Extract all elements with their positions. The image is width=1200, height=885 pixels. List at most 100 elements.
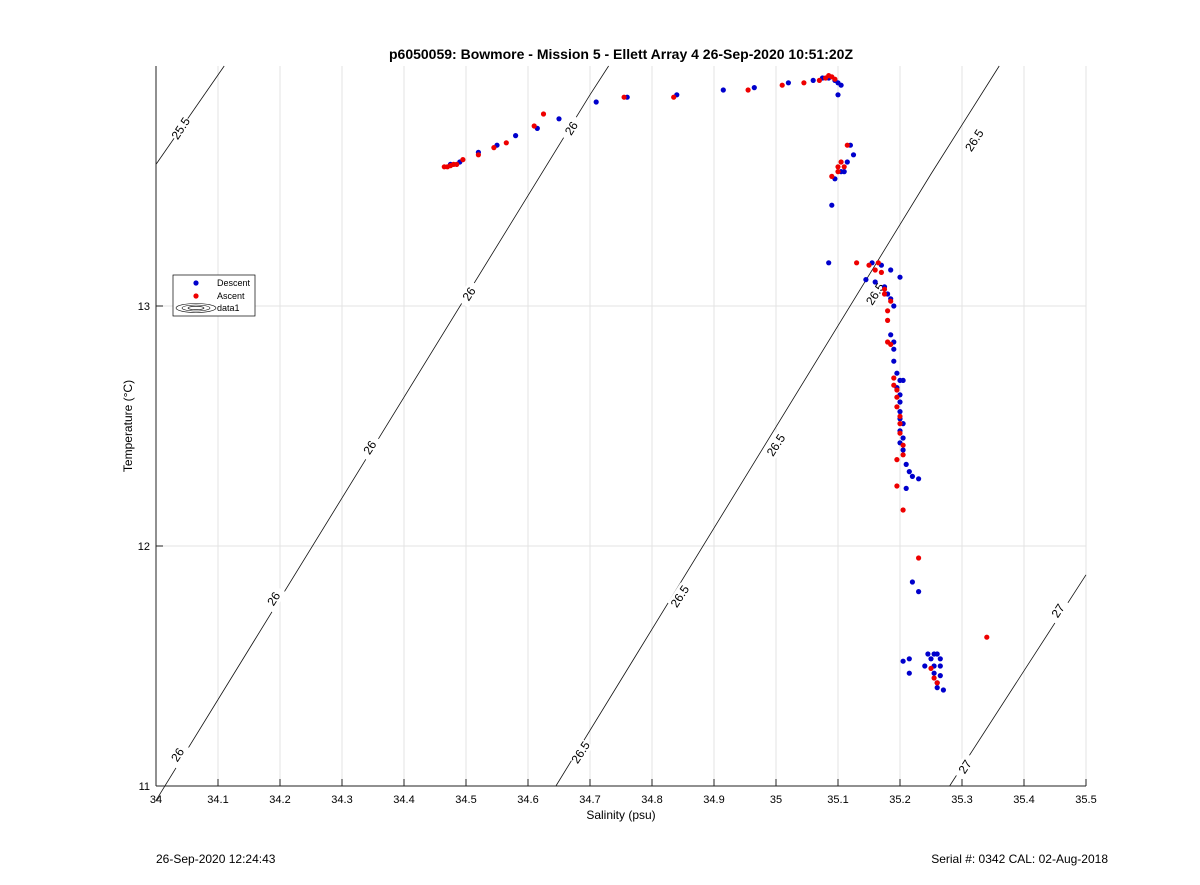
ascent-point [891,375,897,381]
descent-point [593,99,599,105]
ascent-point [916,555,922,561]
ascent-point [866,262,872,268]
ascent-point [894,404,900,410]
descent-point [934,651,940,657]
legend-ascent-label: Ascent [217,291,245,301]
descent-point [835,92,841,98]
x-tick-label: 35.1 [827,794,848,806]
x-tick-label: 34.6 [517,794,538,806]
ascent-point [900,452,906,458]
descent-point [897,274,903,280]
y-tick-label: 11 [139,781,150,793]
descent-point [906,670,912,676]
ascent-point [888,298,894,304]
ascent-point [928,665,934,672]
ascent-point [491,145,497,151]
ascent-point [475,152,481,158]
x-tick-label: 34.9 [703,794,724,806]
ascent-point [888,341,894,347]
descent-point [556,116,562,122]
contour-label-bg [165,740,191,769]
descent-point [937,663,943,669]
ascent-point [885,317,891,323]
descent-point [829,202,835,208]
descent-point [841,169,847,175]
x-tick-label: 34 [150,794,162,806]
axes: 34 34.1 34.2 34.3 34.4 34.5 34.6 34.7 34.8 34.9 35… [138,66,1097,806]
descent-point [934,685,940,691]
descent-point [850,152,857,158]
descent-point [897,399,903,405]
ascent-point [900,442,906,448]
ascent-point [881,291,888,297]
ascent-point [835,169,841,175]
ascent-point [829,173,835,179]
ascent-point [900,507,906,513]
legend-ascent-marker [193,293,199,299]
contour-label-bg [763,431,789,460]
contour-label-bg [667,582,693,611]
ascent-point [671,94,677,100]
descent-point [909,579,916,585]
ascent-point [621,94,627,100]
descent-point [891,358,897,364]
ascent-point [854,260,860,266]
contour-label: 26.5 [668,583,693,610]
descent-point [513,133,519,139]
descent-point [838,82,844,88]
legend: Descent Ascent data1 [172,274,256,317]
contour-label: 26.5 [764,431,789,458]
contour-label-bg [168,114,194,143]
descent-point [844,159,850,165]
descent-point [909,473,916,479]
descent-point [888,267,894,273]
descent-point [916,589,922,595]
ascent-point [779,82,785,88]
descent-point [900,435,906,441]
ascent-point [934,680,940,686]
descent-point [894,370,900,376]
ascent-point [931,675,937,681]
ascent-point [897,413,903,419]
ascent-point [816,77,823,83]
legend-descent-label: Descent [217,278,251,288]
contour-line-26 [155,65,609,801]
descent-point [906,656,912,662]
legend-data1-label: data1 [217,303,240,313]
x-tick-label: 34.1 [207,794,228,806]
ascent-point [894,457,900,463]
descent-point [903,485,909,491]
footer-serial-cal: Serial #: 0342 CAL: 02-Aug-2018 [931,852,1108,866]
ascent-point [745,87,751,93]
ascent-point [984,634,990,640]
descent-point [720,87,726,93]
ascent-point [894,483,900,489]
descent-point [888,332,894,338]
contour-line-26.5 [555,65,1000,787]
x-axis-label: Salinity (psu) [586,808,655,822]
ascent-point [897,421,903,427]
x-tick-label: 35.4 [1013,794,1034,806]
descent-point [810,77,816,83]
descent-point [916,476,922,482]
ascent-point [835,164,841,170]
descent-point [900,658,906,664]
ascent-point [872,267,878,273]
descent-point [891,303,897,309]
descent-point [900,377,906,383]
ascent-point [885,308,891,314]
ascent-point [454,161,460,167]
x-tick-label: 34.7 [579,794,600,806]
descent-point [785,80,792,86]
ascent-point [844,142,850,148]
ascent-point [894,394,900,400]
descent-point [922,663,928,669]
ascent-point [503,140,509,146]
descent-point [903,461,909,467]
ascent-point [540,111,547,117]
ascent-point [897,430,903,436]
y-tick-label: 12 [138,541,150,553]
contour-label-bg [558,114,584,143]
